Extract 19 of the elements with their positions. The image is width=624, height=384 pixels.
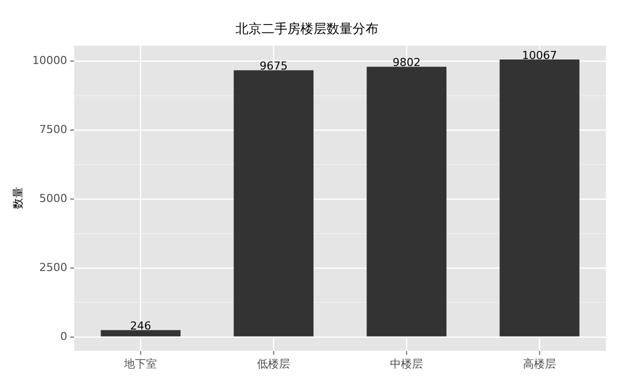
bar <box>100 330 181 336</box>
bar <box>500 59 580 336</box>
data-label: 9675 <box>260 60 288 73</box>
y-axis-title: 数量 <box>11 187 24 210</box>
data-label: 9802 <box>392 56 421 70</box>
data-label: 10067 <box>522 48 558 62</box>
y-tick-label: 5000 <box>39 192 68 205</box>
y-tick-label: 0 <box>60 330 68 343</box>
x-tick-label: 低楼层 <box>257 357 290 370</box>
bar <box>234 70 314 336</box>
y-tick-label: 2500 <box>39 260 68 274</box>
bar <box>366 66 446 336</box>
x-tick-label: 地下室 <box>123 357 158 370</box>
y-tick-label: 7500 <box>39 123 68 136</box>
data-label: 246 <box>130 320 152 333</box>
x-tick-label: 中楼层 <box>390 357 424 370</box>
y-tick-label: 10000 <box>32 54 68 68</box>
x-tick-label: 高楼层 <box>523 357 556 370</box>
chart-title: 北京二手房楼层数量分布 <box>236 21 378 38</box>
